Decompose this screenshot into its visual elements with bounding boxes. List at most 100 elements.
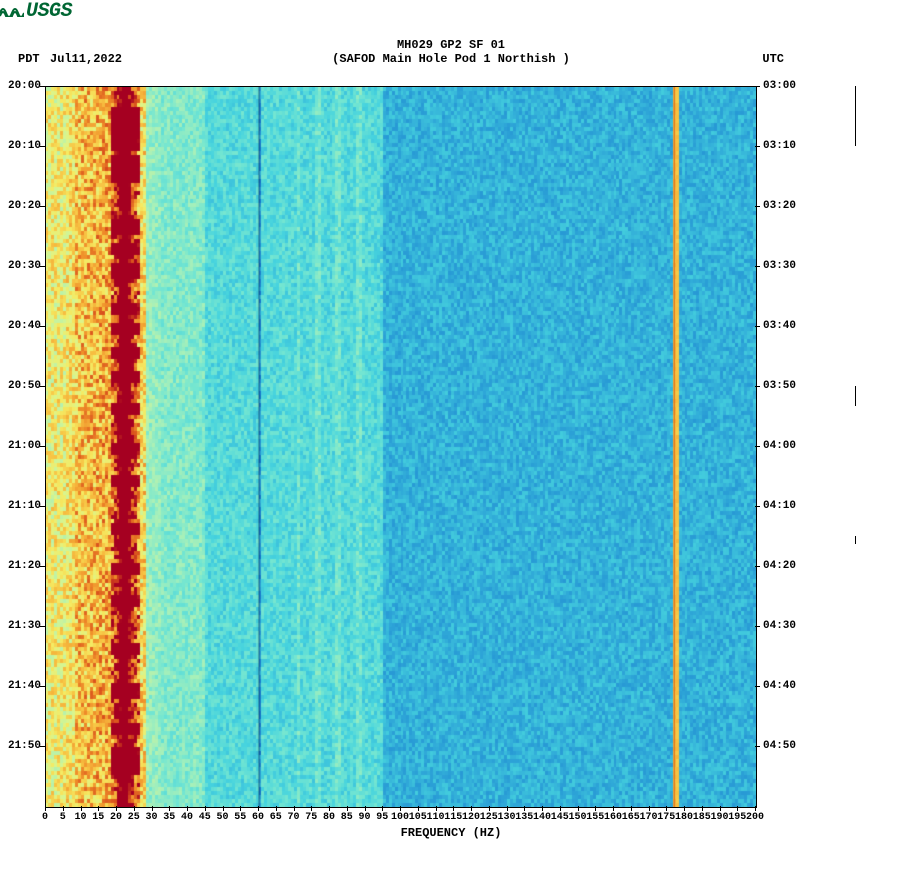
x-tick: 135 — [515, 812, 533, 823]
x-tick: 175 — [657, 812, 675, 823]
x-tick: 160 — [604, 812, 622, 823]
x-tickmark — [205, 806, 206, 811]
x-tickmark — [311, 806, 312, 811]
y-right-tickmark — [755, 746, 760, 747]
x-axis-label: FREQUENCY (HZ) — [401, 826, 502, 840]
y-right-tick: 03:10 — [763, 140, 803, 152]
y-right-tickmark — [755, 386, 760, 387]
x-tick: 50 — [216, 812, 228, 823]
x-tick: 170 — [639, 812, 657, 823]
y-right-tick: 04:20 — [763, 560, 803, 572]
x-tick: 55 — [234, 812, 246, 823]
x-tick: 130 — [497, 812, 515, 823]
x-tick: 185 — [693, 812, 711, 823]
x-tickmark — [382, 806, 383, 811]
y-left-tick: 21:50 — [1, 740, 41, 752]
y-right-tickmark — [755, 326, 760, 327]
x-tickmark — [81, 806, 82, 811]
x-tickmark — [489, 806, 490, 811]
x-tick: 110 — [426, 812, 444, 823]
x-tick: 40 — [181, 812, 193, 823]
x-tick: 70 — [287, 812, 299, 823]
x-tick: 20 — [110, 812, 122, 823]
right-side-bar — [855, 386, 856, 406]
x-tick: 95 — [376, 812, 388, 823]
header-pdt-label: PDT — [18, 52, 40, 66]
y-left-tick: 21:30 — [1, 620, 41, 632]
y-right-tick: 03:50 — [763, 380, 803, 392]
x-tick: 35 — [163, 812, 175, 823]
y-left-tick: 20:30 — [1, 260, 41, 272]
y-right-tickmark — [755, 206, 760, 207]
x-tickmark — [223, 806, 224, 811]
y-left-tickmark — [40, 626, 45, 627]
x-tickmark — [524, 806, 525, 811]
x-tick: 120 — [462, 812, 480, 823]
x-tickmark — [418, 806, 419, 811]
x-tickmark — [702, 806, 703, 811]
y-right-tick: 04:40 — [763, 680, 803, 692]
x-tick: 100 — [391, 812, 409, 823]
y-left-tickmark — [40, 386, 45, 387]
y-left-tickmark — [40, 266, 45, 267]
x-tickmark — [666, 806, 667, 811]
y-right-tick: 04:00 — [763, 440, 803, 452]
usgs-wave-icon — [0, 3, 24, 17]
usgs-logo-text: USGS — [26, 0, 72, 23]
x-tick: 195 — [728, 812, 746, 823]
x-tickmark — [63, 806, 64, 811]
x-tick: 105 — [409, 812, 427, 823]
x-tickmark — [578, 806, 579, 811]
x-tick: 155 — [586, 812, 604, 823]
usgs-logo: USGS — [0, 0, 72, 23]
y-right-tickmark — [755, 146, 760, 147]
x-tickmark — [169, 806, 170, 811]
y-right-tick: 03:00 — [763, 80, 803, 92]
header-utc-label: UTC — [762, 52, 784, 66]
x-tickmark — [631, 806, 632, 811]
x-tickmark — [560, 806, 561, 811]
y-right-tick: 03:20 — [763, 200, 803, 212]
right-side-bar — [855, 536, 856, 544]
x-tickmark — [720, 806, 721, 811]
x-tick: 180 — [675, 812, 693, 823]
x-tickmark — [649, 806, 650, 811]
y-right-tickmark — [755, 686, 760, 687]
y-right-tickmark — [755, 446, 760, 447]
x-tick: 5 — [60, 812, 66, 823]
x-tickmark — [187, 806, 188, 811]
x-tickmark — [737, 806, 738, 811]
y-right-tickmark — [755, 266, 760, 267]
y-left-tick: 21:40 — [1, 680, 41, 692]
y-left-tick: 20:40 — [1, 320, 41, 332]
x-tickmark — [276, 806, 277, 811]
x-tick: 65 — [270, 812, 282, 823]
y-right-tick: 04:50 — [763, 740, 803, 752]
y-right-tickmark — [755, 566, 760, 567]
x-tick: 115 — [444, 812, 462, 823]
y-left-tickmark — [40, 686, 45, 687]
x-tickmark — [45, 806, 46, 811]
y-left-tickmark — [40, 446, 45, 447]
chart-title-line1: MH029 GP2 SF 01 — [397, 38, 505, 52]
x-tick: 30 — [145, 812, 157, 823]
y-right-tick: 04:30 — [763, 620, 803, 632]
x-tick: 60 — [252, 812, 264, 823]
y-right-tick: 04:10 — [763, 500, 803, 512]
x-tick: 145 — [551, 812, 569, 823]
x-tickmark — [542, 806, 543, 811]
x-tick: 200 — [746, 812, 764, 823]
y-left-tick: 21:00 — [1, 440, 41, 452]
x-tick: 125 — [480, 812, 498, 823]
y-left-tickmark — [40, 326, 45, 327]
y-left-tickmark — [40, 506, 45, 507]
y-right-tickmark — [755, 626, 760, 627]
spectrogram-plot: 20:0020:1020:2020:3020:4020:5021:0021:10… — [45, 86, 757, 808]
y-left-tick: 20:20 — [1, 200, 41, 212]
x-tick: 10 — [74, 812, 86, 823]
x-tickmark — [152, 806, 153, 811]
y-left-tickmark — [40, 746, 45, 747]
x-tickmark — [436, 806, 437, 811]
y-left-tickmark — [40, 566, 45, 567]
x-tick: 150 — [568, 812, 586, 823]
